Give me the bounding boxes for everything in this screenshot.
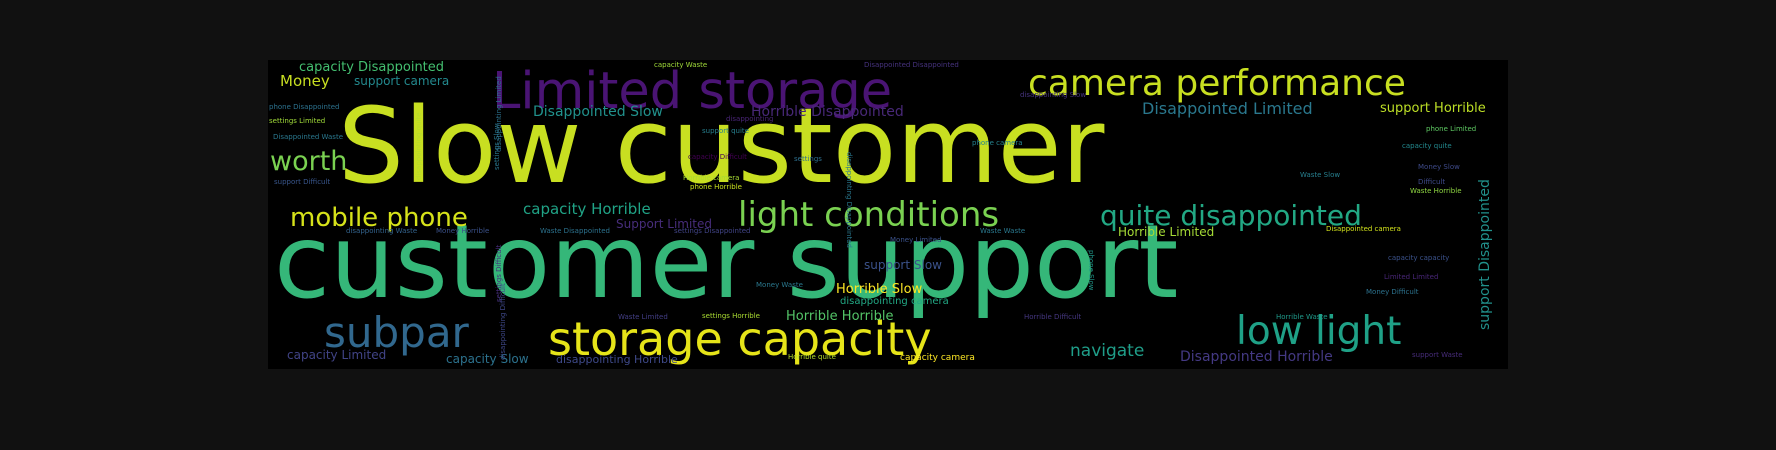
word-cloud: Slow customer customer support Limited s… [268, 60, 1508, 369]
cloud-word: Horrible Waste [1276, 313, 1328, 321]
cloud-word: Money Difficult [1366, 288, 1419, 296]
cloud-word: disappointing Disappointed [845, 152, 853, 248]
cloud-word: settings [794, 155, 822, 163]
cloud-word: capacity Waste [654, 61, 708, 69]
cloud-word: Waste Limited [618, 313, 668, 321]
cloud-word: navigate [1070, 341, 1145, 361]
cloud-word: phone camera [972, 139, 1023, 147]
cloud-word: phone Slow [1087, 250, 1095, 291]
cloud-word: low light [1236, 309, 1402, 354]
cloud-word: support Waste [1412, 351, 1463, 359]
cloud-word: Disappointed Limited [1142, 99, 1313, 118]
cloud-word: Slow customer [338, 85, 1105, 207]
cloud-word: Money Horrible [436, 227, 490, 235]
cloud-word: support Horrible [1380, 101, 1486, 116]
cloud-word: support Slow [864, 258, 942, 272]
cloud-word: disappointing Horrible [556, 353, 678, 366]
cloud-word: capacity quite [1402, 142, 1452, 150]
cloud-word: Disappointed camera [1326, 225, 1401, 233]
cloud-word: Disappointed Waste [273, 133, 344, 141]
cloud-word: storage capacity [548, 312, 932, 366]
cloud-word: settings Horrible [702, 312, 760, 320]
cloud-word: worth [270, 146, 348, 177]
cloud-word: Horrible Difficult [1024, 313, 1082, 321]
cloud-word: settings Limited [269, 117, 326, 125]
cloud-word: support quite [702, 127, 749, 135]
cloud-word: disappointing camera [840, 296, 949, 307]
cloud-word: Waste Slow [1300, 171, 1341, 179]
cloud-word: customer support [274, 203, 1179, 322]
cloud-word: Disappointed Horrible [1180, 349, 1333, 365]
cloud-word: subpar [324, 308, 469, 357]
cloud-word: Horrible Disappointed [751, 104, 904, 120]
cloud-word: Waste Horrible [1410, 187, 1462, 195]
cloud-word: Money [280, 72, 330, 90]
cloud-word: capacity Difficult [688, 153, 747, 161]
cloud-word: support Difficult [274, 178, 331, 186]
cloud-word: support Disappointed [1477, 179, 1493, 330]
cloud-word: disappointing Waste [346, 227, 418, 235]
cloud-word: Horrible quite [788, 353, 836, 361]
cloud-word: capacity capacity [1388, 254, 1450, 262]
cloud-word: light conditions [738, 195, 1000, 235]
cloud-word: Limited Limited [1384, 273, 1439, 281]
cloud-word: phone Disappointed [269, 103, 340, 111]
cloud-word: capacity camera [900, 353, 975, 363]
cloud-word: support camera [354, 74, 450, 88]
cloud-word: settings Disappointed [674, 227, 751, 235]
cloud-word: phone Horrible [690, 183, 742, 191]
cloud-word: disappointing quite [415, 112, 423, 180]
cloud-word: Horrible Slow [836, 282, 923, 297]
cloud-word: capacity Horrible [523, 200, 651, 218]
cloud-word: quite disappointed [1100, 199, 1362, 232]
cloud-word: Waste Disappointed [540, 227, 611, 235]
cloud-word: Disappointed Disappointed [864, 61, 959, 69]
cloud-word: disappointing Limited [495, 76, 503, 152]
cloud-word: Support Limited [616, 217, 712, 231]
cloud-word: Money Limited [890, 236, 942, 244]
cloud-word: Difficult [1418, 178, 1446, 186]
cloud-word: Disappointed Slow [533, 104, 663, 120]
cloud-word: Horrible Limited [1118, 225, 1215, 239]
cloud-word: camera performance [1028, 63, 1406, 104]
cloud-word: phone Limited [1426, 125, 1477, 133]
cloud-word: Money Waste [756, 281, 803, 289]
cloud-word: capacity Slow [446, 352, 529, 366]
cloud-word: Money Slow [1418, 163, 1460, 171]
cloud-word: Waste Waste [980, 227, 1026, 235]
cloud-word: capacity Limited [287, 348, 387, 362]
cloud-word: Limited storage [492, 62, 893, 121]
cloud-word: capacity Disappointed [299, 60, 445, 75]
cloud-word: Horrible Horrible [786, 309, 894, 324]
cloud-word: disappointing Difficult [499, 283, 507, 360]
cloud-word: mobile phone [290, 203, 468, 233]
cloud-word: disappointing Slow [1020, 91, 1087, 99]
cloud-word: disappointing [726, 115, 774, 123]
cloud-word: Horrible camera [683, 174, 740, 182]
